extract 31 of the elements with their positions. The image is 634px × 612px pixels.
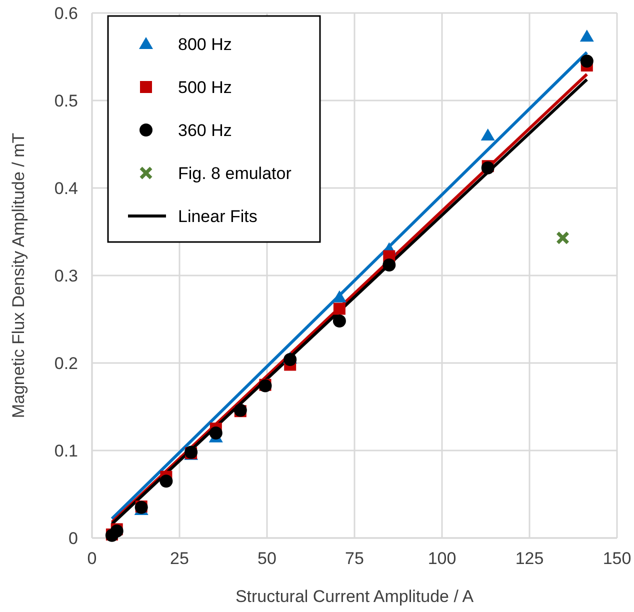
legend-label: Fig. 8 emulator	[178, 164, 292, 183]
legend-label: 500 Hz	[178, 78, 232, 97]
point	[580, 30, 594, 42]
point	[332, 290, 346, 302]
y-tick-label: 0.3	[54, 266, 78, 286]
x-tick-label: 75	[345, 549, 364, 568]
point	[160, 474, 173, 488]
point	[556, 231, 570, 245]
x-tick-label: 50	[258, 549, 276, 568]
point	[332, 314, 346, 328]
legend-label: 800 Hz	[178, 35, 232, 54]
legend-label: Linear Fits	[178, 207, 258, 226]
y-tick-label: 0.4	[54, 179, 78, 198]
y-tick-label: 0	[68, 529, 78, 548]
point	[382, 258, 396, 272]
x-tick-label: 100	[428, 549, 456, 568]
legend-label: 360 Hz	[178, 121, 232, 140]
y-axis-title: Magnetic Flux Density Amplitude / mT	[9, 132, 28, 418]
y-tick-label: 0.5	[54, 92, 78, 110]
x-axis-title: Structural Current Amplitude / A	[235, 587, 474, 606]
x-tick-label: 125	[515, 549, 544, 568]
y-tick-label: 0.2	[54, 354, 78, 373]
point	[209, 426, 222, 440]
y-tick-label: 0.1	[54, 442, 78, 460]
x-tick-label: 150	[602, 549, 632, 568]
x-tick-label: 0	[87, 549, 97, 568]
x-tick-label: 25	[170, 549, 189, 568]
y-tick-label: 0.6	[54, 4, 78, 23]
point	[333, 302, 346, 315]
point	[480, 128, 495, 140]
point	[580, 54, 594, 68]
